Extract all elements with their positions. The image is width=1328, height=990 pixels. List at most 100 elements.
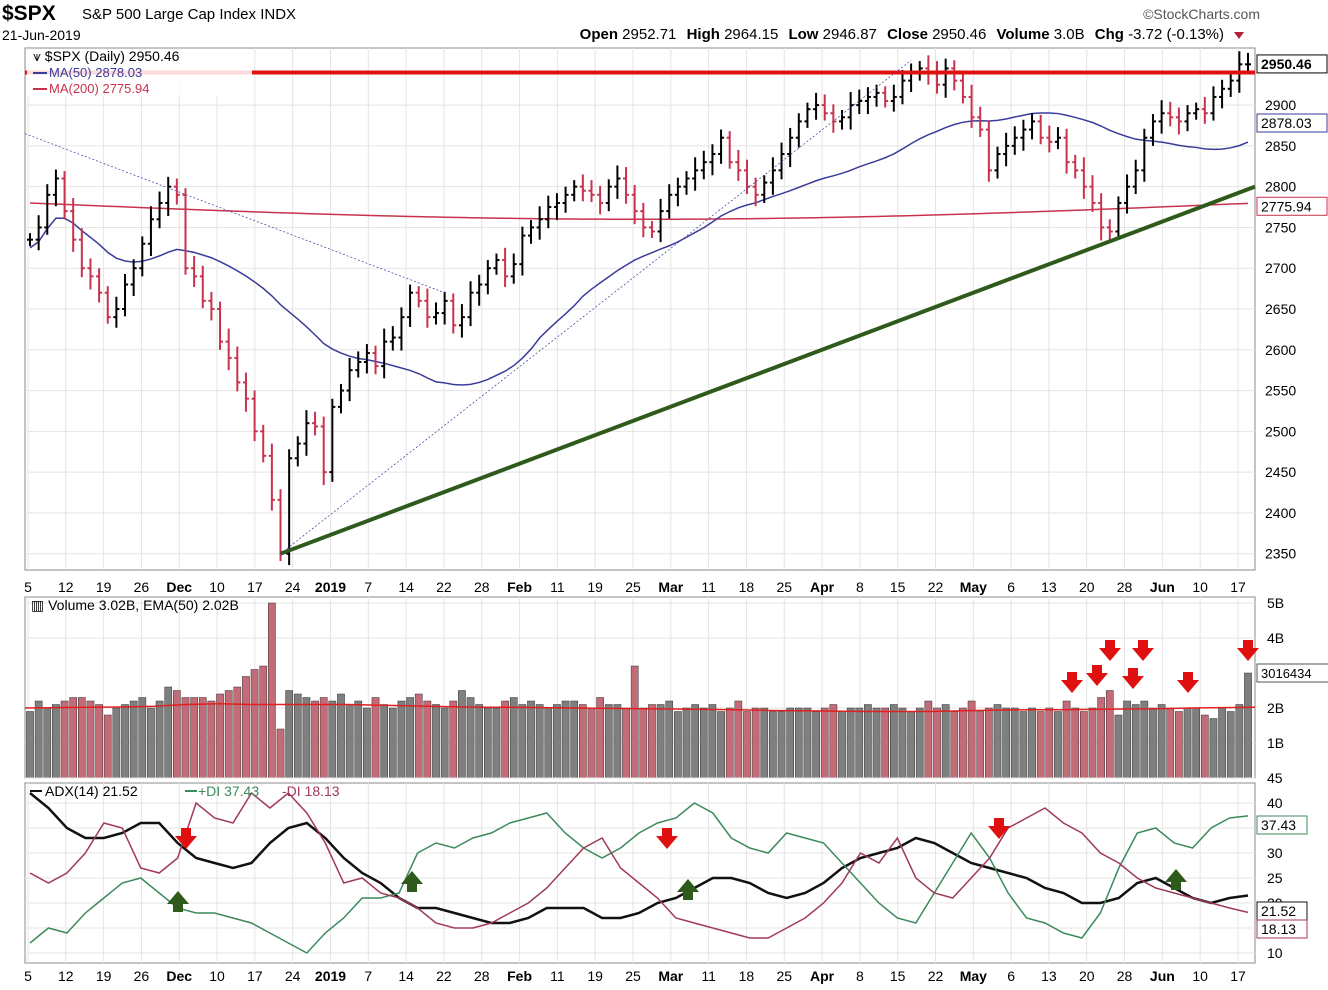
volume-bar	[397, 700, 406, 779]
adx-panel-frame	[24, 782, 1256, 964]
price-xtick: Dec	[166, 579, 192, 595]
price-xtick: 7	[364, 579, 372, 595]
adx-xtick: 11	[550, 968, 565, 984]
price-xtick: 2019	[315, 579, 346, 595]
adx-xtick: 25	[776, 968, 792, 984]
volume-bar	[501, 700, 509, 779]
chg-label: Chg	[1094, 26, 1124, 43]
volume-bar	[276, 728, 285, 779]
volume-bar	[43, 707, 52, 779]
volume-bar	[259, 665, 268, 779]
price-xtick: Jun	[1150, 579, 1175, 595]
down-triangle-icon	[1234, 31, 1244, 39]
close-value: 2950.46	[932, 26, 987, 43]
volume-bar	[60, 700, 69, 779]
price-xtick: 28	[474, 579, 490, 595]
red-down-arrow-icon	[1132, 640, 1154, 661]
volume-bar	[1226, 711, 1235, 779]
adx-tag: 18.13	[1261, 921, 1296, 937]
volume-bar	[898, 707, 907, 779]
price-xtick: 17	[247, 579, 263, 595]
volume-bar	[553, 704, 561, 779]
volume-bar	[406, 697, 414, 779]
price-xtick: 18	[739, 579, 755, 595]
chart-date: 21-Jun-2019	[2, 27, 81, 43]
adx-xtick: 17	[1230, 968, 1246, 984]
volume-bar	[855, 707, 864, 779]
volume-bar	[941, 704, 950, 779]
green-up-arrow-icon	[677, 879, 699, 900]
volume-bar	[777, 711, 786, 779]
adx-ytick: 30	[1267, 845, 1283, 861]
volume-bar	[1244, 672, 1252, 779]
volume-bar	[207, 700, 216, 779]
adx-legend: ADX(14) 21.52	[45, 783, 138, 799]
price-xtick: Apr	[810, 579, 835, 595]
plusdi-legend: +DI 37.43	[198, 783, 259, 799]
price-xtick: 5	[24, 579, 32, 595]
price-xtick: 22	[928, 579, 944, 595]
volume-bar	[648, 704, 656, 779]
volume-bar	[1235, 704, 1244, 779]
volume-bar	[959, 707, 967, 779]
adx-xtick: 5	[24, 968, 32, 984]
volume-bar	[121, 704, 129, 779]
price-xtick: 25	[776, 579, 792, 595]
volume-bar	[492, 707, 501, 779]
volume-bar	[596, 697, 604, 779]
volume-bar	[233, 686, 242, 779]
brand-logo[interactable]: ©StockCharts.com	[1143, 6, 1260, 22]
volume-bar	[95, 704, 103, 779]
adx-xtick: Dec	[166, 968, 192, 984]
price-xtick: Mar	[658, 579, 683, 595]
volume-legend: ▥ Volume 3.02B, EMA(50) 2.02B	[31, 597, 239, 613]
adx-xtick: 22	[436, 968, 452, 984]
volume-bar	[1028, 707, 1036, 779]
ma50-legend: MA(50) 2878.03	[49, 65, 142, 80]
green-up-arrow-icon	[401, 871, 423, 892]
volume-bar	[129, 700, 138, 779]
volume-ema-line	[24, 703, 1256, 713]
price-xtick: 10	[1192, 579, 1208, 595]
low-value: 2946.87	[822, 26, 877, 43]
volume-bar	[907, 711, 915, 779]
volume-bar	[190, 697, 198, 779]
volume-bar	[786, 707, 795, 779]
price-tag-box	[1256, 196, 1328, 216]
volume-bar	[1200, 714, 1209, 779]
volume-bar	[354, 700, 363, 779]
volume-bar	[371, 697, 380, 779]
volume-bar	[181, 697, 190, 779]
volume-bar	[285, 690, 293, 779]
volume-bar	[734, 700, 743, 779]
volume-value: 3.0B	[1053, 26, 1085, 43]
volume-bar	[34, 700, 43, 779]
price-xtick: May	[960, 579, 987, 595]
volume-bar	[1131, 704, 1140, 779]
volume-bar	[518, 704, 527, 779]
price-xtick: 10	[209, 579, 225, 595]
index-name: S&P 500 Large Cap Index INDX	[82, 6, 296, 23]
red-down-arrow-icon	[1061, 672, 1083, 693]
price-ytick: 2450	[1265, 464, 1296, 480]
volume-bar	[432, 704, 440, 779]
volume-bar	[328, 700, 337, 779]
price-ytick: 2500	[1265, 423, 1296, 439]
volume-bar	[1054, 711, 1062, 779]
volume-bar	[967, 700, 976, 779]
volume-bar	[458, 690, 466, 779]
volume-ytick: 1B	[1267, 735, 1284, 751]
volume-bar	[52, 704, 60, 779]
adx-xtick: 19	[587, 968, 603, 984]
volume-bar	[483, 707, 492, 779]
volume-bar	[1123, 700, 1131, 779]
adx-xtick: 18	[739, 968, 755, 984]
adx-xtick: 2019	[315, 968, 346, 984]
red-down-arrow-icon	[1237, 640, 1259, 661]
volume-ytick: 5B	[1267, 595, 1284, 611]
channel-guide	[280, 59, 912, 554]
price-tag-box	[1256, 113, 1328, 133]
volume-bar	[147, 707, 155, 779]
volume-ytick: 4B	[1267, 630, 1284, 646]
volume-bar	[440, 707, 449, 779]
